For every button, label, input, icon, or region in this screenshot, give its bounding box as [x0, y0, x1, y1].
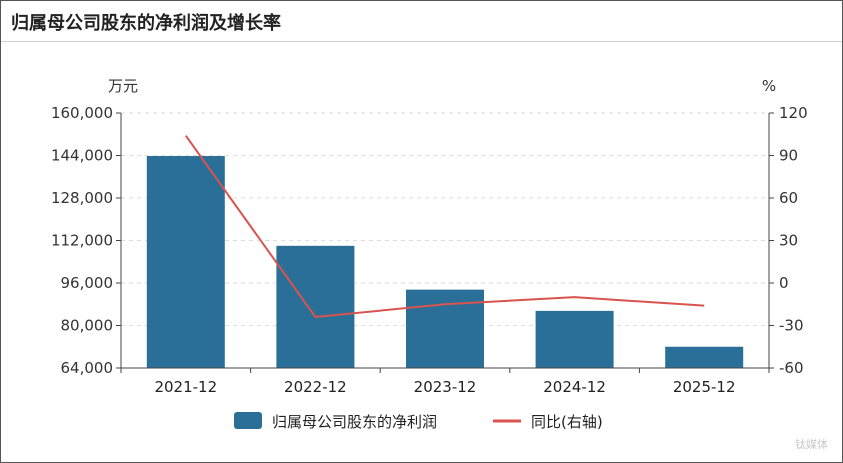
chart-title: 归属母公司股东的净利润及增长率	[11, 13, 281, 34]
y-right-tick-label: 30	[779, 232, 798, 250]
y-right-tick-label: -60	[779, 359, 804, 377]
legend-label-line: 同比(右轴)	[531, 413, 603, 431]
x-tick-label: 2021-12	[154, 378, 217, 396]
x-tick-label: 2022-12	[284, 378, 347, 396]
y-left-unit: 万元	[108, 77, 138, 95]
y-left-tick-label: 128,000	[51, 189, 113, 207]
legend-label-bar: 归属母公司股东的净利润	[272, 413, 437, 431]
y-left-tick-label: 64,000	[61, 359, 114, 377]
y-right-tick-label: 120	[779, 104, 808, 122]
y-right-tick-label: 90	[779, 147, 798, 165]
y-right-unit: %	[762, 77, 776, 95]
y-left-tick-label: 80,000	[61, 317, 114, 335]
bar	[276, 245, 355, 368]
y-right-tick-label: 60	[779, 189, 798, 207]
y-left-tick-label: 112,000	[51, 232, 113, 250]
legend-swatch-bar	[234, 412, 262, 429]
watermark-logo: 钛媒体	[795, 438, 828, 451]
bar	[406, 289, 484, 368]
x-tick-label: 2025-12	[673, 378, 736, 396]
bar	[146, 156, 225, 368]
title-divider	[1, 41, 842, 42]
x-tick-label: 2024-12	[543, 378, 606, 396]
y-right-tick-label: -30	[779, 317, 804, 335]
x-tick-label: 2023-12	[414, 378, 477, 396]
y-left-tick-label: 144,000	[51, 147, 113, 165]
y-left-tick-label: 160,000	[51, 104, 113, 122]
bar	[665, 346, 744, 368]
bar	[535, 310, 614, 368]
y-right-tick-label: 0	[779, 274, 789, 292]
y-left-tick-label: 96,000	[61, 274, 114, 292]
